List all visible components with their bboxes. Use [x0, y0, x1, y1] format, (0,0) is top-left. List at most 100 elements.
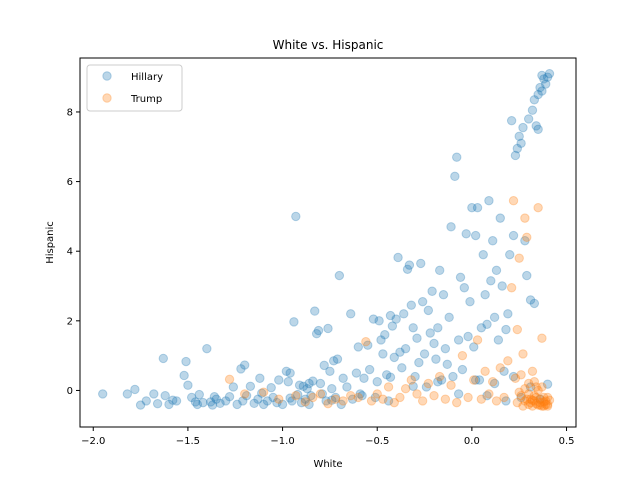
legend-label-trump: Trump — [130, 94, 162, 105]
data-point-hillary-191 — [470, 375, 481, 385]
data-point-hillary-164 — [522, 270, 532, 281]
data-point-trump-27 — [440, 394, 451, 404]
data-point-trump-61 — [542, 399, 553, 410]
data-point-trump-25 — [429, 390, 439, 401]
data-point-hillary-140 — [476, 323, 487, 333]
data-point-hillary-172 — [537, 70, 547, 81]
data-point-hillary-18 — [198, 397, 208, 408]
data-point-trump-79 — [512, 397, 523, 408]
data-point-hillary-174 — [541, 79, 551, 89]
data-point-hillary-65 — [323, 323, 333, 334]
data-point-trump-80 — [542, 392, 553, 403]
data-point-hillary-47 — [289, 317, 299, 327]
data-point-hillary-71 — [334, 270, 345, 281]
data-point-trump-24 — [423, 378, 434, 389]
data-point-trump-19 — [395, 392, 405, 403]
data-point-trump-56 — [533, 202, 543, 213]
data-point-hillary-28 — [236, 364, 246, 374]
y-tick-label: 8 — [67, 107, 73, 118]
data-point-hillary-86 — [374, 316, 384, 326]
data-point-hillary-167 — [527, 105, 538, 115]
data-point-trump-8 — [323, 398, 333, 409]
data-point-hillary-102 — [404, 260, 415, 270]
data-point-hillary-184 — [304, 378, 314, 389]
data-point-hillary-22 — [211, 394, 222, 404]
data-point-hillary-69 — [330, 392, 341, 403]
data-point-hillary-77 — [351, 368, 362, 378]
data-point-hillary-156 — [506, 115, 517, 126]
data-point-hillary-153 — [501, 324, 511, 335]
data-point-hillary-126 — [450, 171, 460, 182]
x-tick-label: −0.5 — [365, 436, 389, 447]
data-point-hillary-142 — [480, 290, 490, 300]
data-point-hillary-8 — [160, 390, 170, 401]
data-point-hillary-11 — [179, 370, 189, 381]
data-point-hillary-98 — [397, 363, 407, 373]
data-point-hillary-30 — [240, 360, 250, 370]
data-point-hillary-45 — [285, 368, 295, 378]
data-point-trump-30 — [457, 350, 468, 361]
data-point-hillary-161 — [516, 138, 526, 148]
data-point-hillary-70 — [332, 354, 343, 364]
data-point-hillary-92 — [385, 310, 396, 321]
data-point-trump-15 — [372, 389, 382, 399]
data-point-hillary-25 — [224, 392, 235, 402]
data-point-trump-88 — [529, 377, 540, 387]
series-hillary — [98, 68, 555, 410]
data-point-hillary-100 — [400, 343, 411, 354]
data-point-hillary-178 — [533, 124, 543, 135]
data-point-hillary-103 — [406, 300, 416, 310]
data-point-hillary-112 — [423, 305, 434, 316]
data-point-hillary-16 — [192, 399, 203, 410]
data-point-hillary-79 — [355, 389, 365, 399]
data-point-hillary-58 — [310, 306, 320, 316]
data-point-hillary-131 — [459, 283, 470, 293]
data-point-hillary-135 — [467, 202, 477, 213]
data-point-hillary-52 — [298, 381, 309, 391]
data-point-hillary-85 — [372, 377, 382, 387]
data-point-hillary-90 — [381, 370, 392, 380]
data-point-hillary-21 — [207, 400, 218, 410]
data-point-hillary-150 — [495, 213, 505, 223]
data-point-trump-49 — [520, 213, 530, 223]
data-point-hillary-190 — [453, 389, 464, 399]
data-point-trump-44 — [510, 373, 521, 383]
data-point-hillary-54 — [302, 384, 312, 394]
data-point-hillary-199 — [542, 379, 553, 389]
data-point-trump-73 — [523, 399, 534, 410]
data-point-hillary-188 — [408, 381, 418, 391]
data-point-hillary-139 — [474, 375, 485, 385]
legend-box — [86, 64, 183, 112]
data-point-hillary-84 — [370, 392, 381, 403]
data-point-trump-35 — [480, 366, 490, 376]
data-point-trump-7 — [315, 389, 326, 399]
data-point-trump-9 — [330, 394, 341, 404]
data-point-trump-78 — [514, 387, 524, 397]
data-point-hillary-149 — [493, 335, 504, 345]
x-tick-label: −2.0 — [81, 436, 105, 447]
data-point-trump-10 — [338, 396, 348, 406]
data-point-trump-20 — [400, 384, 411, 394]
x-axis-title: White — [313, 459, 342, 470]
data-point-hillary-197 — [525, 382, 536, 392]
data-point-hillary-111 — [421, 382, 432, 392]
data-point-hillary-130 — [457, 364, 468, 375]
data-point-hillary-82 — [364, 364, 375, 375]
data-point-trump-21 — [406, 375, 416, 385]
data-point-hillary-93 — [387, 321, 398, 331]
data-point-trump-2 — [258, 387, 269, 397]
data-point-hillary-171 — [535, 82, 545, 93]
data-point-hillary-41 — [274, 375, 284, 385]
data-point-hillary-148 — [491, 265, 502, 276]
data-point-hillary-157 — [508, 230, 519, 241]
data-point-hillary-145 — [486, 276, 496, 286]
data-point-hillary-53 — [300, 394, 310, 404]
data-point-trump-31 — [463, 392, 473, 403]
data-point-hillary-196 — [516, 392, 526, 403]
data-point-hillary-127 — [452, 152, 462, 162]
data-point-hillary-40 — [272, 397, 282, 408]
data-point-hillary-60 — [313, 325, 324, 336]
data-point-trump-71 — [527, 401, 538, 411]
data-point-hillary-0 — [98, 389, 108, 399]
data-point-trump-83 — [531, 392, 541, 403]
